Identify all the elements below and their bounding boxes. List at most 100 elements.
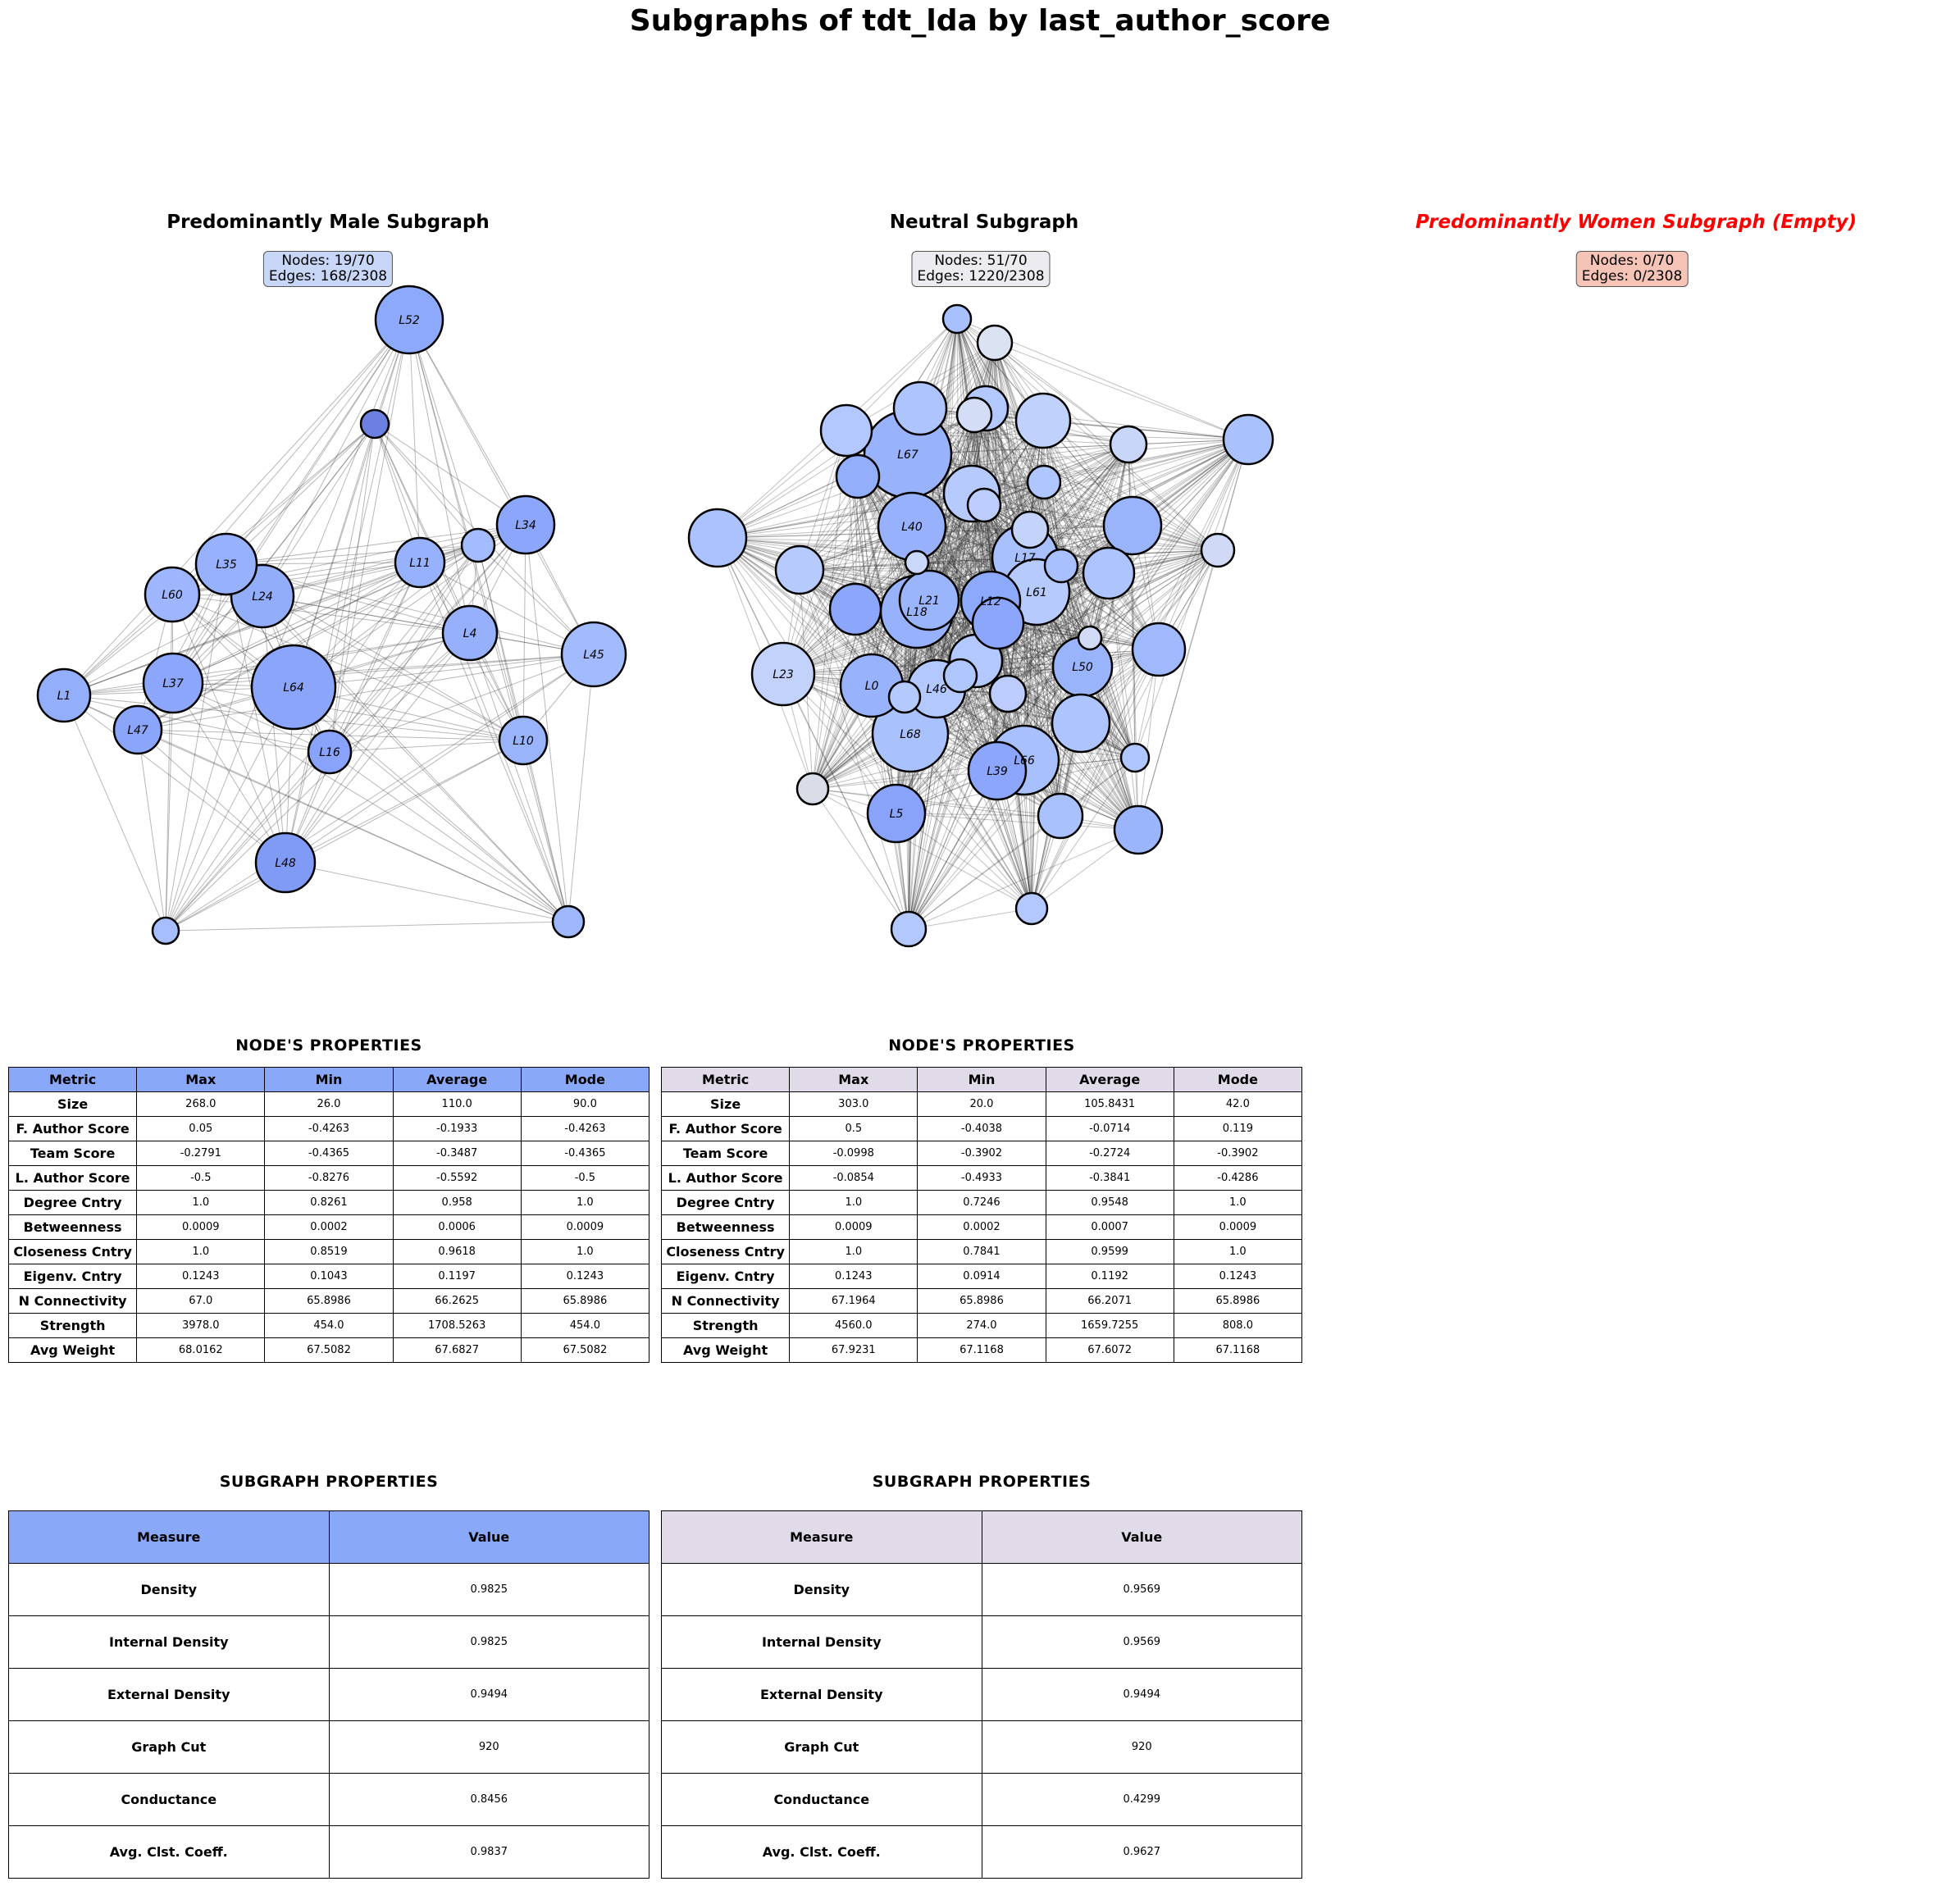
graph-edge (994, 342, 1083, 667)
graph-edge (293, 654, 595, 688)
row-label: Density (661, 1563, 982, 1616)
graph-edge (956, 318, 1026, 558)
graph-edge (1031, 649, 1160, 909)
table-cell: 26.0 (264, 1091, 394, 1117)
graph-node (250, 644, 337, 731)
table-row: Betweenness 0.0009 0.0002 0.0007 0.0009 (660, 1214, 1303, 1240)
graph-edge (994, 342, 1031, 531)
table-cell: 0.9494 (328, 1668, 650, 1721)
graph-edge (285, 544, 479, 863)
table-cell: 0.9548 (1045, 1190, 1174, 1215)
graph-edge (812, 788, 1061, 817)
neutral-edges-count: Edges: 1220/2308 (917, 268, 1045, 285)
node-label: L35 (216, 558, 237, 572)
graph-edge (896, 666, 1083, 814)
graph-edge (262, 319, 410, 597)
table-row: Closeness Cntry 1.0 0.7841 0.9599 1.0 (660, 1239, 1303, 1264)
graph-edge (408, 319, 524, 741)
table-row: Avg Weight 67.9231 67.1168 67.6072 67.1168 (660, 1337, 1303, 1363)
neutral-network-graph: L67 L40 L17 L21 L12 L61 L18 L23 L0 L46 L50 L68 L39 L6… (687, 303, 1274, 948)
graph-edge (262, 423, 376, 597)
row-label: Closeness Cntry (660, 1239, 791, 1264)
graph-edge (916, 611, 1160, 650)
table-cell: 1.0 (789, 1239, 918, 1264)
graph-edge (1031, 757, 1136, 909)
graph-node (1109, 425, 1148, 464)
graph-edge (973, 414, 1031, 531)
graph-edge (374, 423, 524, 741)
graph-edge (896, 813, 1139, 831)
node-label: L10 (513, 735, 534, 748)
graph-edge (717, 537, 873, 686)
row-label: Degree Cntry (660, 1190, 791, 1215)
table-cell: -0.3487 (392, 1141, 522, 1166)
graph-edge (262, 595, 595, 655)
row-label: Internal Density (661, 1615, 982, 1669)
graph-node (551, 904, 586, 939)
graph-edge (936, 414, 975, 690)
node-label: L11 (409, 557, 431, 570)
table-row: Conductance 0.4299 (661, 1773, 1302, 1826)
graph-edge (329, 632, 471, 753)
graph-edge (799, 525, 1133, 571)
table-row: Avg Weight 68.0162 67.5082 67.6827 67.5082 (7, 1337, 650, 1363)
table-row: External Density 0.9494 (8, 1668, 650, 1721)
graph-edge (782, 673, 909, 930)
graph-edge (782, 318, 958, 675)
graph-node (151, 916, 180, 945)
graph-edge (782, 444, 1129, 675)
graph-edge (262, 595, 286, 863)
graph-edge (226, 319, 410, 565)
graph-edge (994, 342, 1110, 574)
graph-edge (959, 549, 1219, 676)
graph-edge (285, 632, 471, 863)
graph-edge (985, 408, 1139, 831)
row-label: Eigenv. Cntry (660, 1264, 791, 1289)
graph-node (112, 704, 163, 755)
neutral-node-props-title: NODE'S PROPERTIES (888, 1036, 1075, 1055)
neutral-sub-header-measure: Measure (661, 1510, 982, 1564)
graph-edge (908, 693, 1009, 930)
graph-edge (171, 594, 524, 741)
graph-edge (973, 414, 1139, 831)
row-label: N Connectivity (7, 1288, 138, 1314)
table-row: F. Author Score 0.05 -0.4263 -0.1933 -0.4263 (7, 1116, 650, 1141)
row-label: Density (8, 1563, 330, 1616)
male-node-header-min: Min (264, 1067, 394, 1092)
table-cell: 1.0 (1173, 1239, 1303, 1264)
graph-node (1222, 413, 1274, 466)
male-panel-title: Predominantly Male Subgraph (166, 212, 490, 233)
table-cell: 808.0 (1173, 1313, 1303, 1338)
table-cell: 67.5082 (264, 1337, 394, 1363)
graph-edge (855, 420, 1044, 610)
graph-edge (63, 562, 421, 696)
graph-edge (907, 453, 1139, 831)
graph-edge (812, 504, 985, 790)
row-label: Eigenv. Cntry (7, 1264, 138, 1289)
male-sub-header-measure: Measure (8, 1510, 330, 1564)
graph-edge (408, 319, 421, 563)
graph-edge (63, 695, 166, 932)
graph-edge (226, 423, 376, 565)
table-cell: 0.0009 (1173, 1214, 1303, 1240)
graph-node (36, 667, 92, 723)
graph-edge (172, 682, 524, 741)
table-cell: 1.0 (136, 1239, 266, 1264)
table-cell: -0.3902 (1173, 1141, 1303, 1166)
graph-edge (374, 423, 569, 922)
graph-edge (1023, 444, 1129, 761)
table-cell: 454.0 (520, 1313, 650, 1338)
row-label: Strength (7, 1313, 138, 1338)
row-label: External Density (661, 1668, 982, 1721)
graph-edge (1043, 481, 1136, 758)
graph-edge (812, 608, 856, 790)
graph-node (1119, 742, 1151, 773)
graph-node (976, 324, 1014, 362)
table-cell: 1.0 (1173, 1190, 1303, 1215)
graph-node (1043, 548, 1079, 584)
table-cell: 0.9618 (392, 1239, 522, 1264)
graph-edge (329, 544, 479, 753)
neutral-sub-header-row: Measure Value (661, 1510, 1302, 1564)
table-cell: 0.8261 (264, 1190, 394, 1215)
graph-edge (896, 439, 1249, 814)
